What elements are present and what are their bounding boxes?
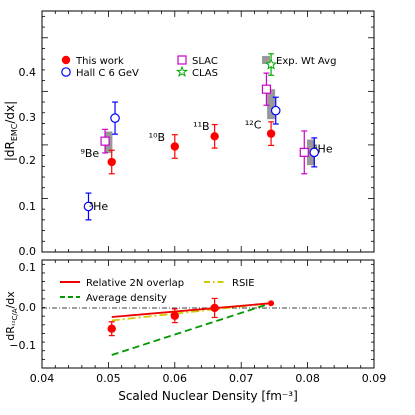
top-y-tick-label: 0.0 — [19, 245, 37, 258]
x-tick-label: 0.04 — [30, 372, 55, 385]
top-y-axis-label: |dREMC/dx| — [3, 101, 19, 161]
point-this-work — [210, 303, 219, 313]
point-hall-c — [83, 201, 94, 212]
legend-label: Exp. Wt Avg — [276, 56, 336, 67]
top-y-tick-labels: 0.0 0.1 0.2 0.3 0.4 — [19, 66, 37, 258]
legend-entry-rsie: RSIE — [204, 278, 255, 289]
legend-entry-this-work: This work — [61, 55, 124, 67]
legend-entry-slac: SLAC — [177, 55, 218, 67]
legend-label: Relative 2N overlap — [86, 278, 184, 289]
legend-entry-relative-2n: Relative 2N overlap — [60, 278, 184, 289]
bottom-data-marks — [107, 297, 275, 337]
point-hall-c — [110, 113, 120, 123]
legend-entry-exp-wt-avg: Exp. Wt Avg — [262, 56, 336, 67]
legend-entry-hall-c: Hall C 6 GeV — [61, 67, 139, 79]
x-tick-labels: 0.04 0.05 0.06 0.07 0.08 0.09 — [30, 372, 387, 385]
legend-label: SLAC — [192, 56, 218, 67]
legend-marker-gray-band — [262, 56, 270, 64]
nucleus-label: ⁴He — [313, 143, 333, 156]
x-tick-label: 0.08 — [295, 372, 320, 385]
nucleus-label: ¹²C — [245, 119, 262, 132]
model-line — [111, 302, 272, 318]
top-y-tick-label: 0.4 — [19, 66, 37, 79]
exp-wt-avg-band — [267, 89, 276, 120]
nucleus-label: ⁹Be — [80, 147, 99, 160]
nucleus-label: ¹⁰B — [149, 131, 165, 144]
legend-entry-clas: CLAS — [175, 65, 218, 79]
point-slac — [299, 147, 309, 157]
top-nucleus-labels: ⁹Be ¹⁰B ¹¹B ¹²C ⁴He ³He — [80, 119, 332, 213]
bottom-y-tick-label: 0.0 — [19, 301, 37, 314]
top-legend: This work Hall C 6 GeV SLAC CLAS Exp. Wt… — [61, 55, 336, 79]
x-axis-label: Scaled Nuclear Density [fm⁻³] — [118, 389, 298, 403]
point-this-work — [107, 157, 116, 167]
point-hall-c — [270, 105, 281, 116]
point-hall-c — [309, 147, 320, 158]
bottom-legend: Relative 2N overlap RSIE Average density — [60, 278, 255, 304]
model-line — [111, 302, 272, 356]
top-axis-ticks — [41, 11, 375, 253]
legend-marker-open-circle — [61, 67, 71, 77]
x-tick-label: 0.05 — [96, 372, 121, 385]
top-y-tick-label: 0.1 — [19, 200, 37, 213]
bottom-model-lines — [111, 302, 272, 356]
point-clas — [265, 58, 278, 70]
nucleus-label: ³He — [89, 200, 109, 213]
legend-label: CLAS — [192, 68, 218, 79]
top-y-tick-label: 0.3 — [19, 111, 37, 124]
point-this-work — [170, 311, 179, 320]
legend-marker-open-square — [177, 55, 187, 65]
point-this-work — [268, 300, 275, 307]
legend-label: Average density — [86, 293, 167, 304]
bottom-panel: 0.1 0.0 −0.1 dR¹²C/A/dx 0.04 0.05 0.06 0… — [4, 259, 387, 403]
legend-label: Hall C 6 GeV — [76, 68, 139, 79]
legend-marker-filled-circle — [61, 55, 71, 65]
top-panel: 0.0 0.1 0.2 0.3 0.4 |dREMC/dx| This work… — [3, 10, 375, 258]
point-slac — [261, 84, 272, 94]
point-this-work — [210, 132, 219, 141]
point-this-work — [266, 129, 276, 138]
x-tick-label: 0.09 — [362, 372, 387, 385]
bottom-plot-frame — [41, 259, 375, 369]
point-this-work — [107, 324, 116, 333]
legend-label: This work — [75, 56, 124, 67]
nucleus-label: ¹¹B — [193, 120, 209, 133]
legend-marker-open-star — [175, 65, 189, 78]
legend-entry-average-density: Average density — [60, 293, 167, 304]
point-this-work — [170, 142, 179, 151]
point-slac — [100, 136, 110, 146]
x-tick-label: 0.07 — [229, 372, 254, 385]
top-y-tick-label: 0.2 — [19, 154, 37, 167]
bottom-y-axis-label: dR¹²C/A/dx — [4, 291, 19, 341]
x-tick-label: 0.06 — [163, 372, 188, 385]
legend-label: RSIE — [232, 278, 255, 289]
top-data-marks — [83, 53, 320, 221]
bottom-y-tick-labels: 0.1 0.0 −0.1 — [9, 261, 36, 352]
bottom-axis-ticks — [41, 260, 375, 369]
bottom-y-tick-label: 0.1 — [19, 261, 37, 274]
top-plot-frame — [41, 10, 375, 253]
bottom-y-tick-label: −0.1 — [9, 339, 36, 352]
